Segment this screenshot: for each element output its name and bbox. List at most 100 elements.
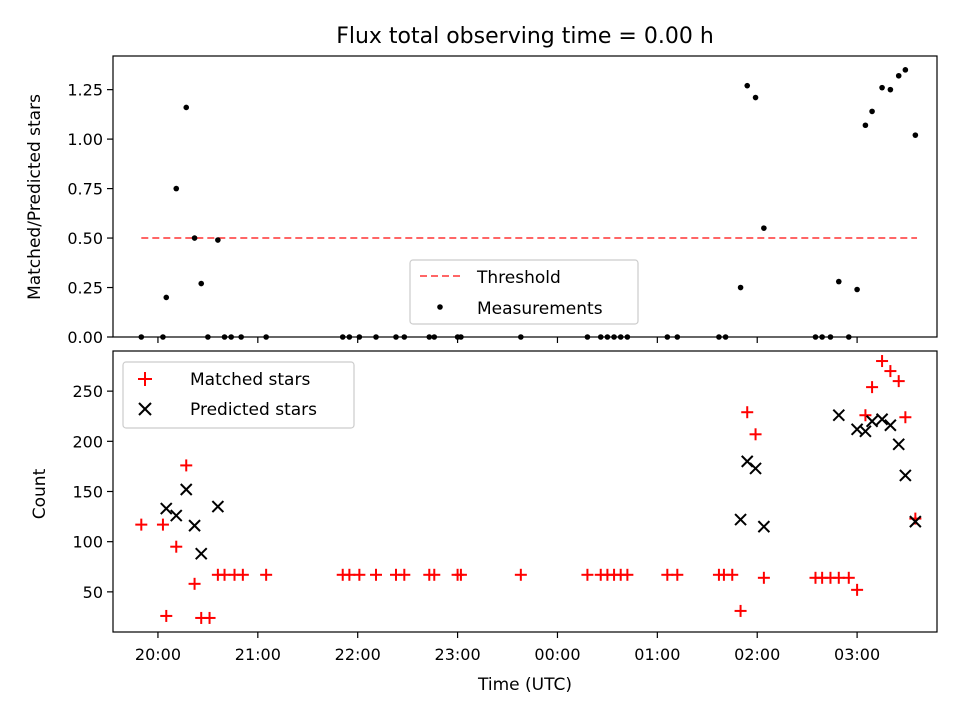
measurement-point	[198, 280, 205, 287]
top-y-tick-label: 0.50	[67, 229, 103, 248]
x-axis-label: Time (UTC)	[477, 675, 572, 695]
bottom-y-tick-label: 100	[72, 533, 103, 552]
matched-star-point	[260, 568, 273, 581]
predicted-star-point	[749, 462, 762, 475]
predicted-star-point	[188, 519, 201, 532]
predicted-star-point	[875, 413, 889, 426]
bottom-y-tick-label: 200	[72, 432, 103, 451]
matched-star-point	[734, 604, 747, 617]
matched-star-point	[454, 568, 467, 581]
predicted-star-point	[160, 502, 173, 515]
matched-star-point	[884, 365, 897, 378]
predicted-star-point	[757, 520, 771, 533]
matched-star-point	[842, 571, 855, 584]
top-legend-box	[409, 259, 639, 325]
matched-star-point	[741, 406, 754, 419]
legend-measurements-swatch	[437, 304, 443, 310]
matched-star-point	[236, 568, 249, 581]
measurement-point	[752, 94, 759, 101]
measurement-point	[737, 284, 744, 291]
matched-star-point	[726, 568, 739, 581]
measurement-point	[902, 67, 909, 73]
bottom-y-axis-label: Count	[30, 468, 50, 519]
legend-matched-swatch	[138, 372, 152, 386]
matched-star-point	[135, 518, 148, 531]
matched-star-point	[514, 568, 527, 581]
measurement-point	[887, 86, 894, 93]
matched-star-point	[757, 571, 770, 584]
measurement-point	[215, 237, 221, 243]
measurement-point	[869, 108, 875, 115]
predicted-star-point	[899, 469, 912, 482]
matched-star-point	[859, 409, 872, 422]
x-tick-label: 02:00	[734, 645, 780, 664]
x-tick-label: 01:00	[634, 645, 680, 664]
matched-star-point	[428, 568, 441, 581]
legend-predicted-swatch	[138, 402, 152, 416]
predicted-star-point	[195, 547, 208, 560]
matched-star-point	[876, 355, 889, 368]
matched-star-point	[749, 428, 762, 441]
matched-star-point	[353, 568, 366, 581]
top-y-tick-label: 1.25	[67, 81, 103, 100]
matched-star-point	[188, 577, 201, 590]
top-y-axis-label: Matched/Predicted stars	[25, 94, 45, 300]
matched-star-point	[180, 459, 193, 472]
top-legend: Threshold Measurements	[409, 259, 639, 325]
x-tick-label: 00:00	[534, 645, 580, 664]
predicted-star-point	[180, 483, 193, 496]
bottom-plot-area: 50 100 150 200 250 20:00 21:00 22:00 23:00 00:00 0…	[72, 355, 922, 664]
legend-predicted-label: Predicted stars	[190, 400, 317, 420]
x-tick-label: 23:00	[435, 645, 481, 664]
measurement-point	[895, 72, 902, 79]
measurement-point	[835, 278, 842, 285]
predicted-star-point	[832, 409, 845, 422]
measurement-point	[862, 122, 869, 129]
bottom-y-tick-label: 250	[72, 382, 103, 401]
legend-threshold-label: Threshold	[476, 268, 561, 288]
predicted-star-point	[734, 513, 747, 526]
legend-matched-label: Matched stars	[190, 370, 310, 390]
matched-star-point	[892, 375, 905, 388]
measurement-point	[183, 104, 190, 111]
top-plot-frame	[112, 55, 938, 338]
measurement-point	[163, 294, 170, 301]
top-y-tick-label: 0.25	[67, 279, 103, 298]
legend-measurements-label: Measurements	[477, 299, 603, 319]
matched-star-point	[160, 609, 173, 622]
measurement-point	[173, 185, 180, 192]
top-y-tick-label: 0.75	[67, 180, 103, 199]
matched-star-point	[581, 568, 594, 581]
bottom-legend-box	[122, 361, 355, 429]
x-tick-label: 03:00	[834, 645, 880, 664]
measurement-point	[744, 82, 751, 89]
predicted-star-point	[211, 500, 225, 513]
measurement-point	[879, 84, 885, 91]
predicted-star-point	[170, 509, 183, 522]
predicted-star-point	[909, 515, 922, 528]
matched-star-point	[398, 568, 411, 581]
matched-star-point	[621, 568, 634, 581]
x-tick-label: 20:00	[135, 645, 181, 664]
bottom-legend: Matched stars Predicted stars	[122, 361, 355, 429]
measurement-point	[191, 235, 198, 241]
predicted-star-point	[884, 419, 897, 432]
bottom-y-tick-label: 50	[83, 583, 103, 602]
measurement-point	[912, 132, 919, 138]
matched-star-point	[899, 411, 912, 424]
x-tick-label: 21:00	[235, 645, 281, 664]
matched-star-point	[156, 518, 169, 531]
predicted-star-point	[865, 415, 879, 428]
matched-star-point	[866, 381, 879, 394]
predicted-star-point	[859, 425, 872, 438]
matched-star-point	[170, 540, 183, 553]
measurement-point	[761, 225, 767, 231]
top-y-tick-label: 1.00	[67, 130, 103, 149]
matched-star-point	[671, 568, 684, 581]
top-y-tick-label: 0.00	[67, 328, 103, 347]
matched-star-point	[203, 611, 216, 624]
bottom-y-tick-label: 150	[72, 483, 103, 502]
matched-star-point	[851, 583, 864, 596]
top-chart-title: Flux total observing time = 0.00 h	[336, 24, 714, 49]
